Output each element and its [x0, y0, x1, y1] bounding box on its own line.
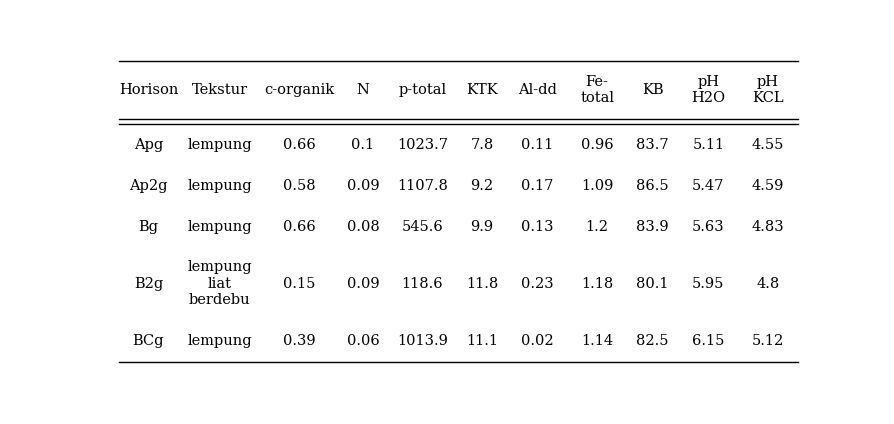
Text: 83.9: 83.9: [637, 220, 669, 234]
Text: BCg: BCg: [132, 334, 164, 348]
Text: 0.06: 0.06: [347, 334, 379, 348]
Text: 86.5: 86.5: [637, 179, 669, 193]
Text: 118.6: 118.6: [401, 277, 443, 291]
Text: 5.63: 5.63: [692, 220, 725, 234]
Text: 1.09: 1.09: [581, 179, 613, 193]
Text: 7.8: 7.8: [470, 138, 493, 152]
Text: 0.09: 0.09: [347, 179, 379, 193]
Text: pH
H2O: pH H2O: [691, 75, 725, 105]
Text: Bg: Bg: [139, 220, 158, 234]
Text: 83.7: 83.7: [637, 138, 669, 152]
Text: 0.1: 0.1: [351, 138, 375, 152]
Text: 0.96: 0.96: [581, 138, 613, 152]
Text: KB: KB: [642, 83, 663, 97]
Text: 4.83: 4.83: [752, 220, 784, 234]
Text: 545.6: 545.6: [401, 220, 443, 234]
Text: 0.66: 0.66: [283, 138, 316, 152]
Text: 0.39: 0.39: [283, 334, 316, 348]
Text: Horison: Horison: [119, 83, 178, 97]
Text: 0.13: 0.13: [521, 220, 554, 234]
Text: c-organik: c-organik: [265, 83, 334, 97]
Text: 1023.7: 1023.7: [397, 138, 448, 152]
Text: 0.08: 0.08: [347, 220, 379, 234]
Text: 0.09: 0.09: [347, 277, 379, 291]
Text: 1013.9: 1013.9: [397, 334, 448, 348]
Text: 1107.8: 1107.8: [397, 179, 448, 193]
Text: 9.9: 9.9: [470, 220, 493, 234]
Text: Ap2g: Ap2g: [130, 179, 168, 193]
Text: 1.18: 1.18: [581, 277, 613, 291]
Text: 4.8: 4.8: [756, 277, 780, 291]
Text: lempung: lempung: [188, 179, 252, 193]
Text: 4.59: 4.59: [752, 179, 784, 193]
Text: 9.2: 9.2: [470, 179, 493, 193]
Text: 0.17: 0.17: [521, 179, 553, 193]
Text: pH
KCL: pH KCL: [752, 75, 784, 105]
Text: lempung: lempung: [188, 138, 252, 152]
Text: Tekstur: Tekstur: [192, 83, 248, 97]
Text: 4.55: 4.55: [752, 138, 784, 152]
Text: 5.12: 5.12: [752, 334, 784, 348]
Text: 5.95: 5.95: [692, 277, 724, 291]
Text: 82.5: 82.5: [637, 334, 669, 348]
Text: Fe-
total: Fe- total: [580, 75, 614, 105]
Text: N: N: [357, 83, 369, 97]
Text: B2g: B2g: [134, 277, 163, 291]
Text: 80.1: 80.1: [637, 277, 669, 291]
Text: 0.58: 0.58: [283, 179, 316, 193]
Text: 0.02: 0.02: [521, 334, 554, 348]
Text: 5.11: 5.11: [692, 138, 724, 152]
Text: lempung: lempung: [188, 334, 252, 348]
Text: 1.14: 1.14: [581, 334, 613, 348]
Text: 0.11: 0.11: [521, 138, 553, 152]
Text: lempung: lempung: [188, 220, 252, 234]
Text: KTK: KTK: [466, 83, 498, 97]
Text: 6.15: 6.15: [692, 334, 724, 348]
Text: 0.66: 0.66: [283, 220, 316, 234]
Text: lempung
liat
berdebu: lempung liat berdebu: [188, 260, 252, 307]
Text: 0.15: 0.15: [283, 277, 316, 291]
Text: p-total: p-total: [399, 83, 446, 97]
Text: 11.1: 11.1: [466, 334, 498, 348]
Text: Apg: Apg: [134, 138, 163, 152]
Text: Al-dd: Al-dd: [519, 83, 557, 97]
Text: 5.47: 5.47: [692, 179, 724, 193]
Text: 11.8: 11.8: [466, 277, 498, 291]
Text: 0.23: 0.23: [521, 277, 554, 291]
Text: 1.2: 1.2: [586, 220, 609, 234]
